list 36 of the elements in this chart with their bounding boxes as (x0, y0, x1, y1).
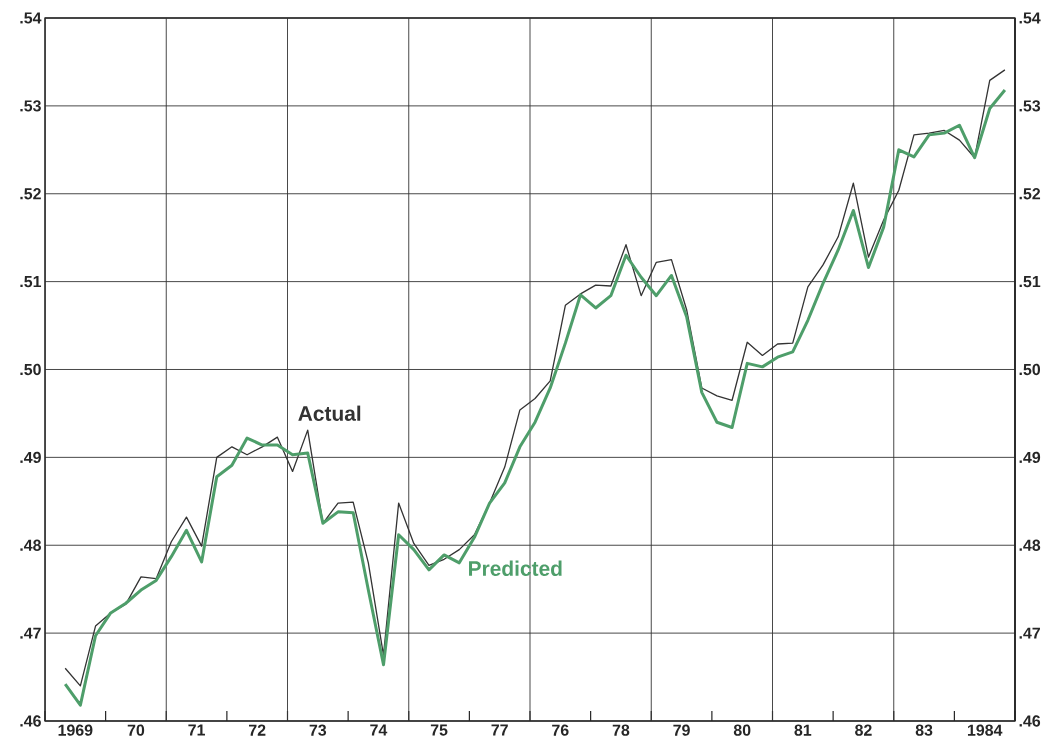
x-tick-label: 71 (188, 724, 205, 736)
y2-tick-label: .53 (1019, 100, 1041, 112)
y-tick-label: .54 (20, 12, 42, 24)
y-tick-label: .52 (20, 188, 41, 200)
y2-tick-label: .48 (1019, 539, 1041, 551)
x-tick-label: 83 (915, 724, 933, 736)
x-tick-label: 73 (309, 724, 327, 736)
x-tick-label: 82 (855, 724, 872, 736)
x-tick-label: 80 (733, 724, 751, 736)
x-tick-label: 74 (370, 724, 388, 736)
y-tick-label: .48 (20, 539, 41, 551)
y2-tick-label: .46 (1019, 715, 1041, 727)
y-tick-label: .46 (20, 715, 41, 727)
x-tick-label: 81 (794, 724, 812, 736)
x-tick-label: 1969 (58, 724, 93, 736)
series-label: Predicted (469, 560, 562, 576)
y2-tick-label: .54 (1019, 12, 1041, 24)
y-tick-label: .47 (20, 627, 41, 639)
x-tick-label: 72 (249, 724, 266, 736)
y2-tick-label: .47 (1019, 627, 1040, 639)
x-tick-label: 77 (491, 724, 508, 736)
series-label: Actual (298, 405, 361, 421)
x-tick-label: 1984 (967, 724, 1003, 736)
x-tick-label: 79 (673, 724, 690, 736)
y-tick-label: .53 (20, 100, 41, 112)
y2-tick-label: .49 (1019, 451, 1041, 464)
y-tick-label: .51 (20, 276, 42, 288)
y-tick-label: .50 (20, 363, 41, 376)
x-tick-label: 70 (127, 724, 145, 736)
y2-tick-label: .52 (1019, 188, 1041, 200)
y2-tick-label: .51 (1019, 276, 1041, 288)
x-tick-label: 76 (552, 724, 569, 736)
y2-tick-label: .50 (1019, 363, 1041, 376)
x-tick-label: 78 (612, 724, 630, 736)
y-tick-label: .49 (20, 451, 41, 464)
x-tick-label: 75 (430, 724, 448, 736)
